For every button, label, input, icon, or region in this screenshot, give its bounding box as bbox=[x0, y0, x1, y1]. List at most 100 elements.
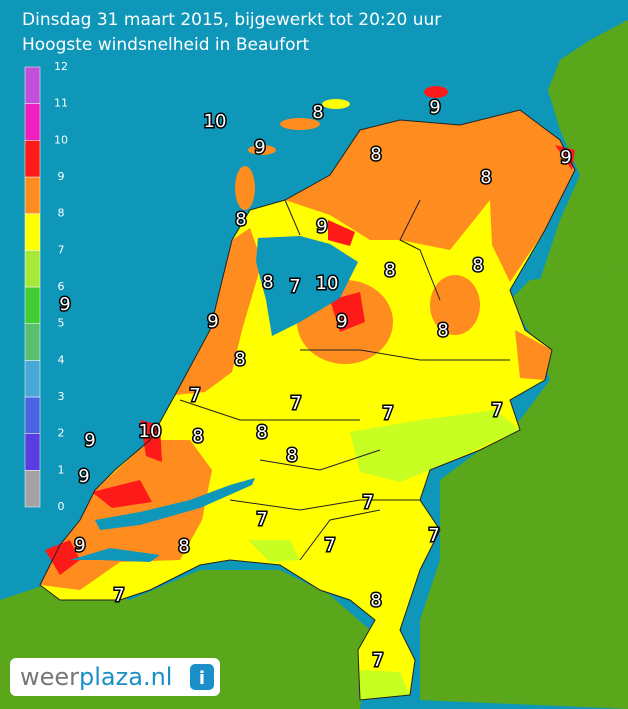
region-red-4 bbox=[140, 420, 162, 462]
map-label: 9 bbox=[316, 216, 327, 237]
legend-label: 3 bbox=[58, 390, 65, 403]
ameland bbox=[322, 99, 350, 109]
map-label: 9 bbox=[78, 466, 89, 487]
title: Dinsdag 31 maart 2015, bijgewerkt tot 20… bbox=[22, 10, 441, 30]
legend-swatch bbox=[24, 470, 41, 508]
map-label: 7 bbox=[289, 276, 300, 297]
legend-label: 6 bbox=[58, 280, 65, 293]
map-label: 7 bbox=[324, 535, 335, 556]
map-label: 8 bbox=[437, 320, 448, 341]
region-rivers bbox=[350, 410, 520, 482]
region-red-2 bbox=[330, 292, 365, 332]
region-salland bbox=[430, 275, 480, 335]
country-border bbox=[39, 109, 576, 701]
estuary bbox=[95, 478, 255, 530]
legend-swatch bbox=[24, 286, 41, 324]
westerschelde bbox=[70, 548, 160, 562]
vlieland bbox=[248, 145, 276, 155]
logo-text: weerplaza.nl bbox=[20, 663, 172, 691]
map-label: 8 bbox=[312, 102, 323, 123]
logo-box bbox=[10, 658, 220, 696]
legend-swatch bbox=[24, 250, 41, 288]
map-label: 10 bbox=[316, 273, 339, 294]
legend-label: 9 bbox=[58, 170, 65, 183]
subtitle: Hoogste windsnelheid in Beaufort bbox=[22, 35, 310, 55]
map-label: 7 bbox=[382, 403, 393, 424]
ijsselmeer bbox=[256, 236, 358, 336]
legend-swatch bbox=[24, 176, 41, 214]
logo-icon-text: i bbox=[199, 668, 205, 689]
map-label: 9 bbox=[560, 147, 571, 168]
legend-label: 4 bbox=[58, 353, 65, 366]
legend-label: 12 bbox=[54, 60, 68, 73]
map-label: 10 bbox=[139, 421, 162, 442]
legend-label: 0 bbox=[58, 500, 65, 513]
legend-label: 5 bbox=[58, 317, 65, 330]
map-label: 9 bbox=[336, 311, 347, 332]
legend-label: 2 bbox=[58, 427, 65, 440]
map-label: 9 bbox=[84, 430, 95, 451]
region-limburg bbox=[360, 670, 410, 700]
legend-label: 1 bbox=[58, 463, 65, 476]
map-label: 8 bbox=[178, 536, 189, 557]
map-label: 8 bbox=[370, 590, 381, 611]
legend-label: 8 bbox=[58, 207, 65, 220]
map-label: 8 bbox=[235, 209, 246, 230]
map-label: 8 bbox=[384, 260, 395, 281]
legend-swatch bbox=[24, 66, 41, 104]
region-red-6 bbox=[555, 145, 575, 170]
map-label: 8 bbox=[262, 272, 273, 293]
map-label: 8 bbox=[370, 144, 381, 165]
map-label: 8 bbox=[192, 426, 203, 447]
terschelling bbox=[280, 118, 320, 130]
map-label: 8 bbox=[256, 422, 267, 443]
map-label: 7 bbox=[372, 650, 383, 671]
legend-swatch bbox=[24, 323, 41, 361]
region-brabant bbox=[248, 540, 300, 562]
map-label: 7 bbox=[290, 393, 301, 414]
legend-swatch bbox=[24, 396, 41, 434]
logo-part1: weer bbox=[20, 663, 79, 691]
map-label: 8 bbox=[472, 255, 483, 276]
map-label: 9 bbox=[207, 311, 218, 332]
legend-swatch bbox=[24, 140, 41, 178]
province-borders bbox=[179, 199, 510, 561]
map-label: 7 bbox=[428, 525, 439, 546]
map-label: 7 bbox=[189, 385, 200, 406]
map-label: 7 bbox=[362, 492, 373, 513]
map-label: 8 bbox=[286, 445, 297, 466]
legend-swatch bbox=[24, 433, 41, 471]
map-label: 7 bbox=[256, 509, 267, 530]
legend-label: 10 bbox=[54, 133, 68, 146]
map-label: 8 bbox=[234, 349, 245, 370]
region-north bbox=[285, 110, 575, 282]
region-red-5 bbox=[45, 540, 80, 575]
region-red-3 bbox=[92, 480, 152, 508]
map-label: 9 bbox=[254, 137, 265, 158]
logo-part2: plaza.nl bbox=[79, 663, 172, 691]
map-label: 9 bbox=[59, 294, 70, 315]
texel bbox=[235, 166, 255, 210]
map-label: 7 bbox=[491, 400, 502, 421]
legend-swatch bbox=[24, 360, 41, 398]
map-label: 8 bbox=[480, 167, 491, 188]
map-label: 9 bbox=[429, 97, 440, 118]
legend-swatch bbox=[24, 213, 41, 251]
schiermonnikoog bbox=[424, 86, 448, 98]
legend-label: 11 bbox=[54, 97, 68, 110]
logo-icon bbox=[190, 664, 214, 690]
map-label: 10 bbox=[204, 111, 227, 132]
map-label: 7 bbox=[113, 585, 124, 606]
region-red-1 bbox=[328, 220, 355, 246]
region-west-coast bbox=[175, 228, 262, 395]
germany bbox=[420, 270, 628, 709]
region-twente bbox=[515, 330, 552, 380]
germany-north bbox=[540, 20, 628, 280]
legend-label: 7 bbox=[58, 243, 65, 256]
map-label: 9 bbox=[74, 535, 85, 556]
legend-swatch bbox=[24, 103, 41, 141]
